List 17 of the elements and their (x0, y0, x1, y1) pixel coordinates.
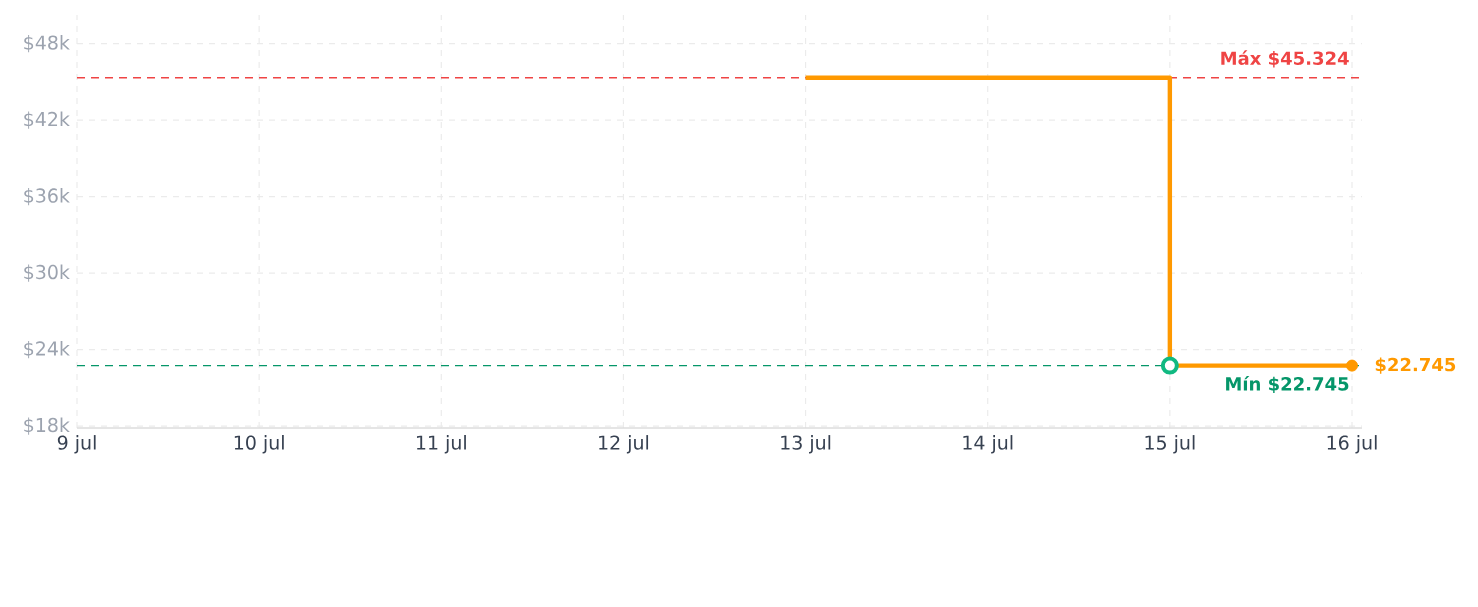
y-tick-label: $30k (24, 264, 70, 282)
x-tick-label: 11 jul (416, 435, 466, 454)
y-tick-label: $36k (24, 188, 70, 206)
x-tick-label: 15 jul (1145, 435, 1195, 454)
data-label: $22.745 (1375, 357, 1456, 374)
x-tick-label: 14 jul (963, 435, 1013, 454)
x-tick-label: 12 jul (599, 435, 649, 454)
y-tick-label: $24k (24, 341, 70, 359)
ref-line-label: Máx $45.324 (1221, 50, 1349, 68)
ref-line-label: Mín $22.745 (1226, 376, 1349, 394)
y-tick-label: $48k (24, 35, 70, 53)
y-tick-label: $42k (24, 111, 70, 129)
x-tick-label: 9 jul (57, 435, 96, 454)
y-tick-label: $18k (24, 417, 70, 435)
x-tick-label: 16 jul (1327, 435, 1377, 454)
x-tick-label: 13 jul (781, 435, 831, 454)
x-tick-label: 10 jul (234, 435, 284, 454)
